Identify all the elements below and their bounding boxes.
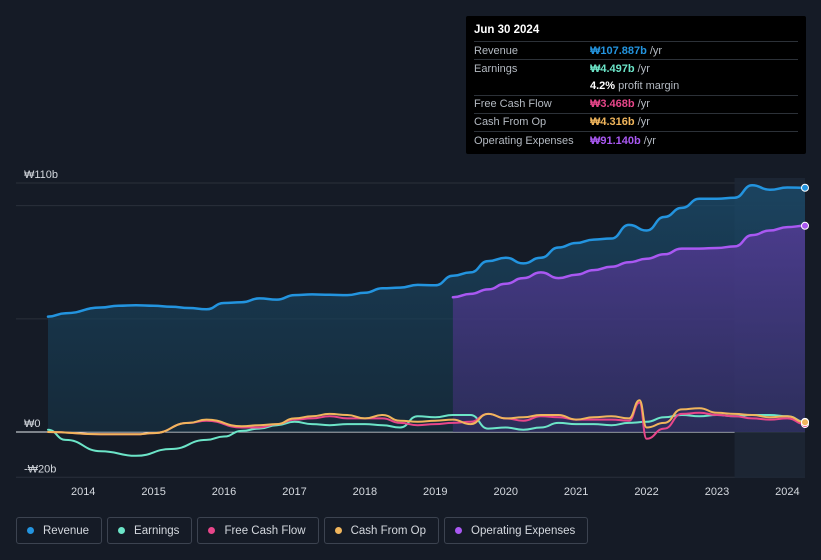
tooltip-unit: /yr: [643, 134, 656, 147]
legend-label: Revenue: [43, 524, 90, 537]
tooltip-value: ₩107.887b: [590, 44, 647, 57]
x-tick-label: 2019: [423, 486, 447, 498]
series-area-operating-expenses: [452, 225, 805, 432]
series-line-revenue: [46, 184, 807, 318]
legend-dot-icon: [455, 527, 463, 534]
legend-label: Operating Expenses: [471, 524, 576, 537]
x-tick-label: 2017: [282, 486, 306, 498]
legend-dot-icon: [118, 527, 126, 534]
tooltip-unit: /yr: [637, 98, 650, 111]
legend-item-free-cash-flow[interactable]: Free Cash Flow: [197, 517, 319, 544]
series-end-marker-cash-from-op: [801, 418, 809, 427]
legend-label: Free Cash Flow: [224, 524, 306, 537]
tooltip-value: ₩91.140b: [590, 134, 641, 147]
series-areas: [48, 185, 805, 432]
legend: Revenue Earnings Free Cash Flow Cash From O…: [16, 517, 593, 546]
tooltip-unit: profit margin: [618, 79, 680, 92]
legend-item-revenue[interactable]: Revenue: [16, 517, 103, 544]
x-tick-label: 2014: [71, 486, 95, 498]
x-tick-label: 2022: [634, 486, 658, 498]
tooltip-label: Earnings: [474, 62, 518, 75]
x-tick-label: 2020: [493, 486, 517, 498]
tooltip-date: Jun 30 2024: [474, 24, 540, 36]
legend-item-cash-from-op[interactable]: Cash From Op: [323, 517, 440, 544]
tooltip-value: 4.2%: [590, 79, 616, 92]
legend-item-operating-expenses[interactable]: Operating Expenses: [444, 517, 589, 544]
y-tick-label: ₩110b: [24, 169, 58, 181]
series-end-marker-operating-expenses: [801, 221, 809, 230]
tooltip-value: ₩3.468b: [590, 98, 635, 111]
legend-label: Earnings: [134, 524, 180, 537]
y-tick-label: ₩0: [24, 418, 41, 430]
tooltip-row: Free Cash Flow ₩3.468b/yr: [474, 94, 798, 113]
tooltip-row: 4.2% profit margin: [474, 77, 798, 94]
x-tick-label: 2023: [705, 486, 729, 498]
series-end-markers: [801, 183, 809, 429]
series-line-operating-expenses: [451, 224, 807, 299]
tooltip-row: Operating Expenses ₩91.140b/yr: [474, 130, 798, 149]
tooltip-label: Cash From Op: [474, 116, 547, 129]
legend-label: Cash From Op: [350, 524, 427, 537]
tooltip-row: Earnings ₩4.497b/yr: [474, 59, 798, 77]
y-tick-label: -₩20b: [24, 463, 56, 475]
tooltip-label: Revenue: [474, 44, 519, 57]
tooltip-row: Cash From Op ₩4.316b/yr: [474, 112, 798, 131]
tooltip: Jun 30 2024 Revenue ₩107.887b/yr Earnings ₩…: [466, 16, 806, 154]
tooltip-label: Free Cash Flow: [474, 98, 552, 111]
tooltip-value: ₩4.316b: [590, 116, 635, 129]
x-tick-label: 2015: [141, 486, 165, 498]
x-tick-label: 2016: [212, 486, 236, 498]
tooltip-unit: /yr: [637, 116, 650, 129]
series-line-earnings: [47, 414, 806, 457]
legend-dot-icon: [334, 527, 342, 534]
x-axis: 2014 2015 2016 2017 2018 2019 2020 2021 2022 2023…: [71, 486, 800, 498]
legend-item-earnings[interactable]: Earnings: [107, 517, 193, 544]
series-lines: [46, 184, 807, 457]
legend-dot-icon: [208, 527, 216, 534]
legend-dot-icon: [27, 527, 34, 534]
tooltip-value: ₩4.497b: [590, 62, 635, 75]
tooltip-label: Operating Expenses: [474, 134, 574, 147]
tooltip-unit: /yr: [637, 62, 650, 75]
x-tick-label: 2021: [564, 486, 588, 498]
tooltip-row: Revenue ₩107.887b/yr: [474, 41, 798, 59]
x-tick-label: 2018: [353, 486, 377, 498]
y-axis: ₩110b ₩0 -₩20b: [24, 169, 58, 475]
tooltip-unit: /yr: [649, 44, 663, 57]
series-line-cash-from-op: [47, 399, 806, 436]
x-tick-label: 2024: [775, 486, 799, 498]
series-end-marker-revenue: [801, 183, 809, 192]
